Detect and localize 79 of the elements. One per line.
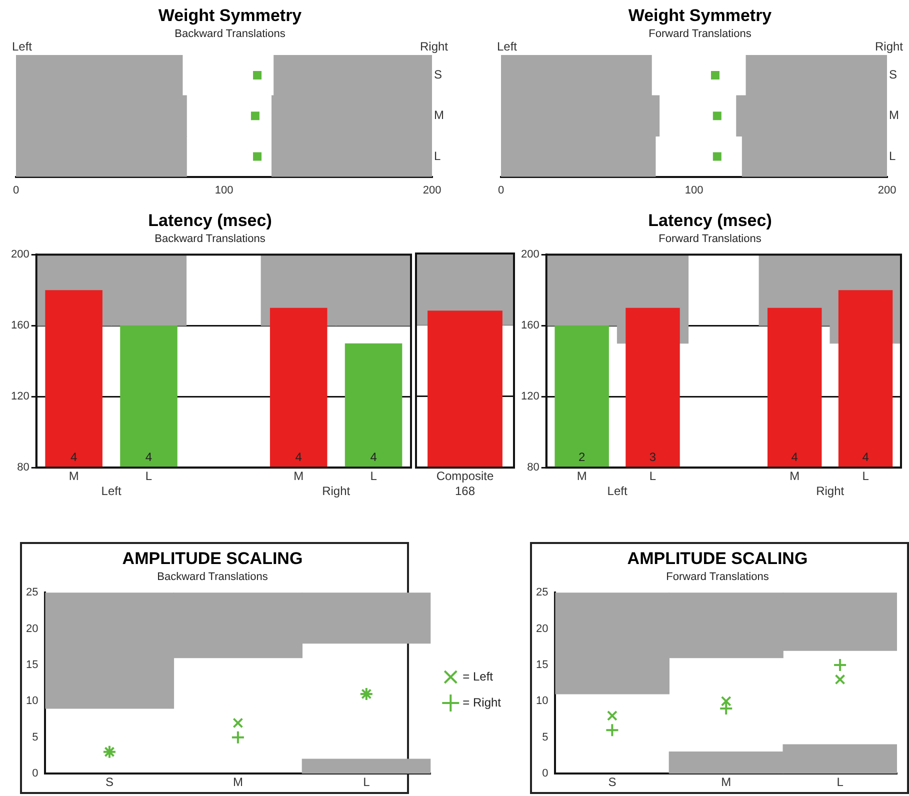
x-tick-label: M	[721, 775, 732, 790]
text: Right	[874, 39, 904, 54]
annotation: 4	[862, 450, 870, 464]
point	[833, 658, 848, 672]
text: Left	[497, 39, 518, 54]
y-tick-label: 160	[520, 320, 540, 332]
x-tick-label: L	[370, 469, 378, 484]
chart-title: Latency (msec)	[647, 210, 773, 232]
text: Left	[101, 484, 122, 498]
y-tick-label: M	[889, 108, 900, 122]
legend-label: = Right	[462, 695, 502, 710]
y-tick-label: 120	[520, 390, 540, 403]
text: Left	[607, 484, 628, 498]
y-tick-label: L	[889, 148, 896, 163]
text: Right	[816, 484, 845, 498]
y-tick-label: L	[434, 148, 442, 163]
x-tick-label: S	[608, 775, 616, 790]
y-tick-label: 160	[10, 320, 30, 332]
y-tick-label: 25	[536, 586, 548, 599]
x-tick-label: M	[576, 469, 587, 484]
annotation: 4	[145, 450, 152, 464]
point	[230, 730, 245, 744]
x-tick-label: L	[862, 469, 870, 484]
chart-subtitle: Backward Translations	[174, 27, 286, 41]
annotation: 4	[370, 450, 378, 464]
chart-subtitle: Backward Translations	[156, 570, 269, 584]
y-tick-label: 5	[542, 731, 548, 744]
y-tick-label: S	[889, 68, 898, 82]
legend-label: = Left	[462, 669, 494, 684]
y-tick-label: 20	[26, 622, 38, 635]
point	[606, 710, 618, 721]
y-tick-label: 80	[17, 462, 30, 474]
point	[232, 718, 244, 728]
y-tick-label: 15	[26, 659, 38, 672]
y-tick-label: 200	[520, 248, 540, 261]
x-tick-label: L	[649, 469, 656, 484]
x-tick-label: S	[105, 775, 114, 790]
annotation: 4	[791, 450, 798, 464]
annotation: 4	[295, 450, 302, 464]
x-tick-label: Composite	[436, 469, 494, 484]
x-tick-label: 100	[684, 184, 704, 196]
y-tick-label: 25	[26, 586, 38, 599]
y-tick-label: 200	[10, 248, 30, 261]
x-tick-label: L	[363, 775, 370, 790]
annotation: 2	[578, 450, 586, 464]
annotation: 4	[70, 450, 78, 464]
text: Right	[420, 39, 449, 54]
chart-title: AMPLITUDE SCALING	[121, 548, 304, 570]
point	[834, 674, 846, 685]
x-tick-label: M	[790, 469, 800, 484]
y-tick-label: S	[434, 68, 442, 82]
y-tick-label: 120	[10, 390, 30, 403]
y-tick-label: 10	[536, 695, 548, 708]
chart-title: Weight Symmetry	[157, 5, 303, 27]
chart-title: Latency (msec)	[147, 210, 273, 232]
x-tick-label: 0	[498, 184, 504, 196]
x-tick-label: 100	[214, 184, 234, 196]
chart-title: Weight Symmetry	[627, 5, 773, 27]
x-tick-label: M	[68, 469, 79, 484]
chart-subtitle: Forward Translations	[665, 570, 770, 584]
chart-subtitle: Forward Translations	[648, 27, 752, 41]
text: Left	[12, 39, 33, 54]
x-tick-label: M	[294, 469, 304, 484]
x-tick-label: L	[836, 775, 844, 790]
x-tick-label: M	[232, 775, 243, 790]
y-tick-label: 5	[32, 731, 38, 744]
x-tick-label: L	[145, 469, 152, 484]
y-tick-label: 80	[527, 462, 540, 474]
y-tick-label: 20	[536, 622, 548, 635]
y-tick-label: 15	[536, 659, 548, 672]
y-tick-label: 10	[26, 695, 38, 708]
data-label: 168	[454, 484, 476, 498]
chart-title: AMPLITUDE SCALING	[626, 548, 809, 570]
point	[605, 723, 620, 738]
chart-subtitle: Backward Translations	[154, 232, 266, 246]
text: Right	[322, 484, 351, 498]
chart-subtitle: Forward Translations	[658, 232, 762, 246]
y-tick-label: M	[434, 108, 444, 122]
annotation: 3	[649, 450, 656, 464]
